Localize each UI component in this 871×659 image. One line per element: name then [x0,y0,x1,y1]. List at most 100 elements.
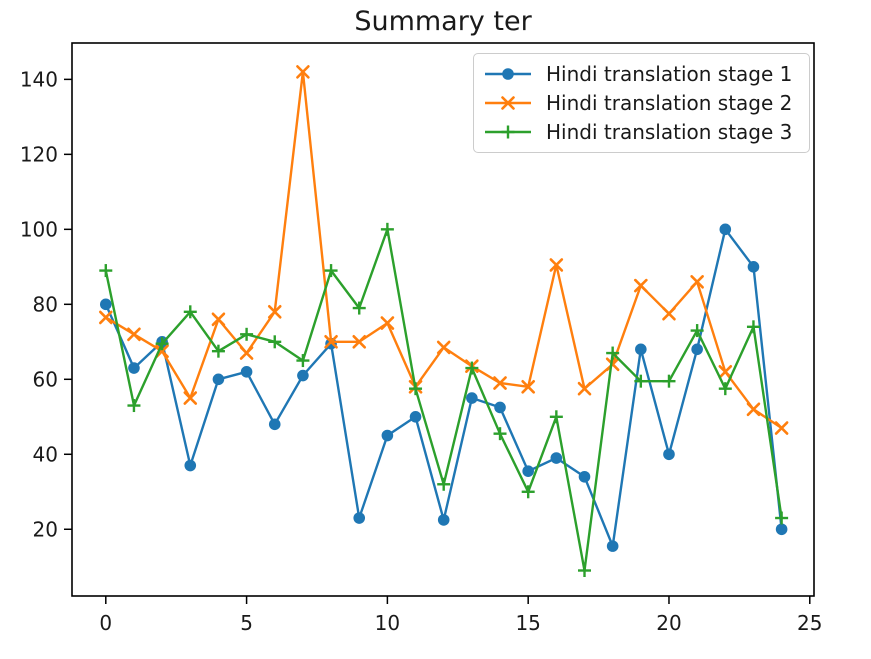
plot-border [71,42,815,597]
marker-stage-2 [577,381,592,396]
marker-stage-1 [691,343,703,356]
marker-stage-3 [211,344,225,358]
marker-stage-3 [521,485,535,499]
marker-stage-2 [239,346,254,360]
marker-stage-1 [128,362,140,374]
marker-stage-1 [437,514,450,526]
marker-stage-3 [127,399,141,413]
marker-stage-1 [775,523,788,536]
marker-stage-1 [606,540,619,552]
marker-stage-2 [436,340,451,355]
marker-stage-1 [747,261,760,273]
marker-stage-3 [578,564,592,578]
marker-stage-3 [634,374,648,388]
marker-stage-3 [352,301,366,315]
marker-stage-2 [324,335,338,349]
marker-stage-2 [521,379,535,394]
legend-marker [501,125,515,139]
marker-stage-1 [663,448,675,461]
legend-item-stage-3: Hindi translation stage 3 [483,120,800,144]
marker-stage-2 [605,357,620,372]
y-tick-label: 60 [33,367,58,391]
marker-stage-1 [240,366,253,378]
x-tick-label: 15 [515,611,540,635]
legend-label-stage-1: Hindi translation stage 1 [546,61,793,86]
marker-stage-3 [465,361,479,375]
marker-stage-2 [267,305,282,319]
marker-stage-1 [494,401,506,414]
marker-stage-3 [99,264,113,278]
marker-stage-3 [746,320,760,334]
marker-stage-1 [353,512,366,524]
marker-stage-1 [184,459,197,472]
marker-stage-3 [437,477,451,491]
legend-label-stage-2: Hindi translation stage 2 [546,90,793,115]
x-tick-label: 10 [375,611,400,635]
legend-item-stage-1: Hindi translation stage 1 [483,62,800,86]
chart-title: Summary ter [354,6,532,37]
legend-marker [502,67,514,80]
marker-stage-3 [240,327,254,341]
legend: Hindi translation stage 1 Hindi translat… [473,53,810,153]
legend-marker [501,96,515,110]
marker-stage-3 [690,324,704,338]
marker-stage-3 [409,382,423,396]
marker-stage-3 [775,511,789,525]
y-tick-label: 40 [33,442,58,466]
marker-stage-3 [718,382,732,396]
marker-stage-2 [718,365,733,379]
legend-line-circle-icon [485,67,531,80]
marker-stage-1 [99,298,112,311]
marker-stage-1 [522,465,534,477]
marker-stage-2 [493,376,507,390]
marker-stage-3 [268,335,282,349]
marker-stage-2 [352,335,367,349]
marker-stage-2 [690,275,704,289]
marker-stage-1 [635,343,647,356]
legend-line-x-icon [485,96,531,110]
marker-stage-3 [324,264,338,278]
marker-stage-3 [155,337,169,351]
marker-stage-2 [98,310,113,325]
marker-stage-3 [662,374,676,388]
marker-stage-3 [380,222,394,236]
x-tick-label: 25 [797,611,822,635]
marker-stage-2 [155,344,169,358]
marker-stage-1 [550,452,563,464]
series-markers-stage-1 [99,223,788,552]
series-line-stage-1 [104,228,783,548]
marker-stage-3 [493,427,507,441]
marker-stage-2 [211,312,226,327]
y-tick-label: 140 [20,67,58,91]
marker-stage-1 [212,373,225,386]
y-tick-label: 100 [20,217,58,241]
marker-stage-1 [268,418,281,431]
series-markers-stage-3 [99,222,789,578]
marker-stage-1 [409,410,422,423]
marker-stage-1 [719,223,732,236]
marker-stage-3 [296,354,310,368]
y-tick-label: 20 [33,517,58,541]
legend-line-plus-icon [485,125,531,139]
marker-stage-1 [466,392,478,404]
marker-stage-1 [297,369,309,382]
marker-stage-1 [381,429,394,442]
marker-stage-3 [606,346,620,360]
legend-label-stage-3: Hindi translation stage 3 [546,120,793,145]
marker-stage-2 [127,327,141,342]
marker-stage-3 [183,305,197,319]
y-tick-label: 80 [33,292,58,316]
marker-stage-2 [774,421,789,435]
marker-stage-2 [634,278,648,293]
marker-stage-1 [578,470,591,483]
x-tick-label: 20 [656,611,681,635]
marker-stage-2 [183,391,198,405]
marker-stage-2 [549,258,564,272]
legend-item-stage-2: Hindi translation stage 2 [483,91,800,115]
marker-stage-2 [662,306,676,321]
marker-stage-2 [380,316,395,330]
x-tick-label: 5 [240,611,253,635]
marker-stage-3 [549,410,563,424]
